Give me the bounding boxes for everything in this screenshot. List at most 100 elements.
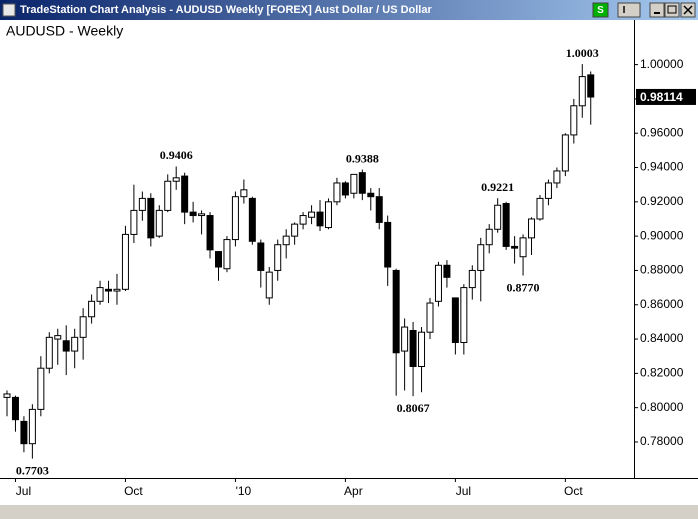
y-tick-label: 0.80000 — [640, 400, 684, 414]
x-tick-label: Jul — [456, 484, 471, 498]
candle-body — [451, 297, 459, 343]
y-tick-label: 0.96000 — [640, 125, 684, 139]
candle-body — [155, 209, 163, 237]
annotation: 0.9388 — [346, 151, 379, 165]
candle-body — [426, 302, 434, 333]
candle-body — [215, 251, 222, 268]
candle-body — [468, 269, 476, 289]
candle-body — [511, 245, 519, 249]
candle-body — [341, 182, 349, 196]
candle-body — [587, 74, 595, 98]
candle-body — [96, 287, 104, 302]
x-tick-label: '10 — [236, 484, 252, 498]
candle-body — [333, 182, 341, 203]
candle-body — [274, 244, 282, 271]
s-button-label[interactable]: S — [597, 5, 604, 16]
candle-body — [358, 172, 366, 194]
candle-body — [121, 233, 129, 290]
candle-body — [37, 367, 45, 410]
minimize-button[interactable] — [649, 2, 665, 18]
candle-body — [138, 197, 146, 211]
candle-body — [536, 197, 544, 220]
x-tick-label: Apr — [344, 484, 363, 498]
candle-body — [519, 237, 527, 258]
y-tick-label: 0.88000 — [640, 263, 684, 277]
maximize-button[interactable] — [664, 2, 680, 18]
last-value-label: 0.98114 — [640, 90, 683, 104]
candle-body — [240, 189, 248, 198]
candle-body — [561, 134, 569, 172]
scrollbar — [0, 505, 698, 519]
annotation: 0.9406 — [160, 148, 193, 162]
annotation: 0.9221 — [481, 180, 514, 194]
candle-body — [164, 180, 172, 211]
candle-body — [79, 316, 87, 338]
chart-title: AUDUSD - Weekly — [6, 23, 123, 39]
candle-body — [418, 331, 426, 368]
y-tick-label: 1.00000 — [640, 57, 684, 71]
candle-body — [11, 396, 19, 421]
candle-body — [375, 196, 383, 223]
candle-body — [316, 211, 324, 227]
y-tick-label: 0.94000 — [640, 160, 684, 174]
candle-body — [62, 340, 70, 352]
candle-body — [257, 242, 265, 271]
candle-body — [181, 175, 189, 213]
candle-body — [485, 228, 493, 246]
candle-body — [401, 326, 409, 352]
candle-body — [88, 300, 96, 318]
candle-body — [20, 420, 28, 445]
candle-body — [494, 204, 502, 230]
candle-body — [113, 288, 121, 292]
candle-body — [443, 264, 451, 278]
candle-body — [130, 209, 138, 235]
title-bar — [0, 0, 698, 20]
i-button-label[interactable]: I — [623, 5, 626, 16]
candle-body — [578, 76, 586, 107]
candle-body — [434, 264, 442, 302]
annotation: 0.8067 — [397, 401, 430, 415]
candle-body — [384, 221, 392, 268]
x-tick-label: Oct — [564, 484, 583, 498]
candle-body — [477, 244, 485, 271]
window-title: TradeStation Chart Analysis - AUDUSD Wee… — [20, 4, 432, 16]
candle-body — [553, 170, 561, 184]
s-button[interactable] — [592, 2, 609, 18]
candle-body — [308, 211, 316, 218]
candle-body — [147, 197, 155, 239]
candle-body — [350, 173, 358, 194]
candle-body — [206, 215, 214, 251]
candle-body — [544, 182, 552, 199]
candle-body — [45, 336, 53, 369]
candle-body — [502, 203, 510, 247]
y-tick-label: 0.86000 — [640, 297, 684, 311]
y-tick-label: 0.78000 — [640, 434, 684, 448]
candle-body — [291, 223, 299, 237]
y-tick-label: 0.92000 — [640, 194, 684, 208]
candle-body — [198, 213, 206, 217]
annotation: 0.7703 — [16, 463, 49, 477]
candle-body — [282, 235, 290, 246]
y-tick-label: 0.84000 — [640, 331, 684, 345]
candle-body — [265, 271, 273, 299]
candle-body — [248, 197, 256, 242]
candle-body — [28, 408, 36, 445]
candle-body — [409, 329, 417, 368]
candle-body — [299, 215, 307, 225]
candle-body — [570, 105, 578, 136]
candle-body — [367, 192, 375, 198]
annotation: 1.0003 — [566, 46, 599, 60]
candle-body — [71, 336, 79, 352]
app-icon — [2, 3, 16, 17]
i-button[interactable] — [617, 2, 641, 18]
candle-body — [3, 393, 11, 398]
candle-body — [231, 196, 239, 241]
candle-body — [54, 335, 62, 340]
candle-body — [324, 201, 332, 229]
candle-body — [172, 177, 180, 182]
candle-body — [223, 239, 231, 270]
x-tick-label: Jul — [16, 484, 31, 498]
y-tick-label: 0.90000 — [640, 228, 684, 242]
